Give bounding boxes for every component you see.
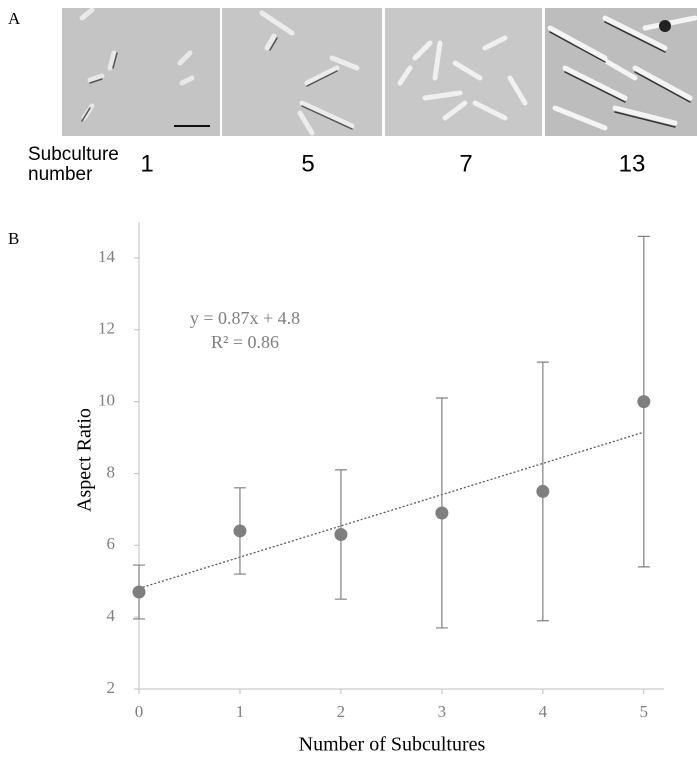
x-tick-label: 3: [438, 702, 447, 721]
micrographs: [62, 8, 697, 136]
trendline: [138, 431, 644, 590]
micrograph: [385, 8, 542, 136]
micrograph: [62, 8, 220, 136]
x-tick-label: 4: [539, 702, 548, 721]
x-tick-label: 1: [236, 702, 245, 721]
annotation: R² = 0.86: [211, 332, 279, 352]
subculture-number: 13: [619, 150, 646, 177]
panel-label: B: [8, 229, 19, 248]
row-label: number: [28, 164, 93, 185]
y-tick-label: 4: [107, 606, 116, 625]
data-point: [132, 585, 146, 599]
data-point: [334, 528, 348, 542]
subculture-number: 1: [140, 150, 153, 177]
panel-label: A: [8, 9, 21, 28]
x-tick-label: 0: [135, 702, 144, 721]
x-axis-label: Number of Subcultures: [299, 734, 486, 756]
y-tick-label: 14: [98, 247, 116, 266]
micrograph: [545, 8, 697, 136]
y-tick-label: 6: [107, 534, 116, 553]
y-tick-label: 10: [98, 391, 115, 410]
y-axis-label: Aspect Ratio: [74, 408, 96, 512]
subculture-number: 5: [301, 150, 314, 177]
subculture-number: 7: [459, 150, 472, 177]
y-tick-label: 2: [107, 678, 116, 697]
micrograph: [222, 8, 382, 136]
data-point: [233, 524, 247, 538]
data-point: [536, 484, 550, 498]
x-tick-label: 5: [640, 702, 649, 721]
annotation: y = 0.87x + 4.8: [190, 308, 300, 328]
data-point: [435, 506, 449, 520]
row-label: Subculture: [28, 144, 119, 165]
data-point: [637, 395, 651, 409]
y-tick-label: 8: [107, 462, 116, 481]
x-tick-label: 2: [337, 702, 346, 721]
y-tick-label: 12: [98, 319, 115, 338]
